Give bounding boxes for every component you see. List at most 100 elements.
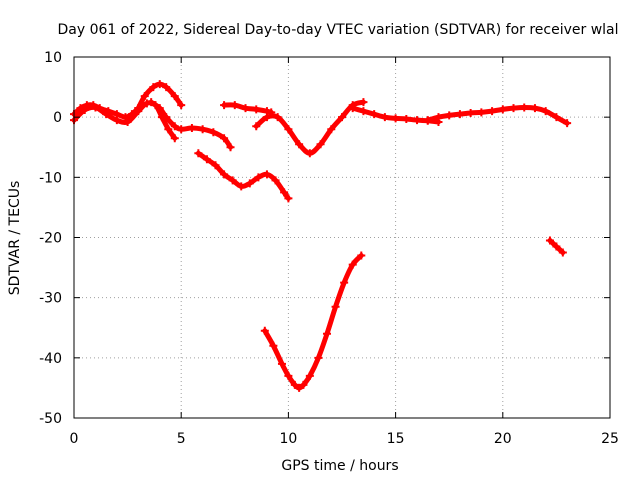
data-point — [338, 113, 346, 122]
data-point — [348, 104, 357, 113]
data-point — [284, 125, 293, 134]
data-point — [202, 155, 211, 164]
data-point — [305, 149, 314, 158]
data-point — [314, 353, 323, 362]
data-point — [277, 359, 286, 368]
data-point — [488, 107, 497, 116]
data-point — [252, 105, 261, 114]
data-point — [498, 105, 507, 114]
data-point — [245, 179, 254, 188]
x-tick-label: 25 — [601, 431, 619, 447]
x-tick-label: 10 — [279, 431, 297, 447]
data-point — [391, 114, 400, 123]
data-point — [170, 122, 179, 131]
data-point — [155, 80, 164, 89]
data-point — [357, 251, 366, 260]
data-point — [413, 116, 422, 125]
series-arc-3 — [134, 80, 186, 113]
data-point — [237, 182, 246, 191]
data-point — [80, 105, 89, 114]
y-tick-label: 0 — [53, 110, 62, 126]
data-point — [102, 110, 111, 119]
y-tick-label: -20 — [39, 231, 62, 247]
data-point — [273, 113, 282, 122]
data-point — [220, 101, 229, 110]
data-point — [228, 176, 237, 185]
x-tick-label: 15 — [387, 431, 405, 447]
series-arc-10 — [260, 251, 366, 392]
data-point — [477, 108, 486, 117]
data-point — [170, 92, 179, 101]
x-tick-label: 20 — [494, 431, 512, 447]
data-point — [164, 125, 173, 134]
data-point — [241, 104, 250, 113]
data-point — [140, 92, 149, 101]
data-point — [170, 134, 179, 143]
series-arc-11 — [545, 236, 567, 257]
data-point — [466, 108, 475, 117]
data-point — [316, 140, 325, 149]
data-point — [552, 242, 561, 251]
data-point — [530, 104, 539, 113]
data-point — [370, 110, 379, 119]
axis-ticks: 0 5 10 15 20 25 10 0 -10 -20 -30 -40 -50 — [39, 50, 619, 447]
data-point — [545, 236, 554, 245]
data-point — [322, 329, 331, 338]
data-point — [563, 119, 572, 128]
data-point — [284, 371, 293, 380]
x-axis-label: GPS time / hours — [281, 458, 398, 474]
data-point — [211, 161, 220, 170]
y-tick-label: -30 — [39, 291, 62, 307]
data-point — [299, 380, 308, 389]
data-point — [123, 117, 132, 126]
series-trace — [148, 99, 234, 150]
data-point — [290, 380, 299, 389]
data-point — [295, 383, 304, 392]
data-point — [284, 194, 293, 203]
y-tick-label: -10 — [39, 170, 62, 186]
data-point — [252, 122, 261, 131]
data-point — [177, 101, 186, 110]
data-point — [254, 173, 263, 182]
series-trace — [195, 150, 291, 201]
x-tick-label: 5 — [177, 431, 186, 447]
data-point — [177, 125, 186, 134]
data-point — [295, 140, 304, 149]
data-point — [162, 113, 171, 122]
data-point — [230, 101, 239, 110]
data-point — [509, 104, 518, 113]
data-series-group — [70, 80, 572, 392]
y-tick-label: -50 — [39, 411, 62, 427]
chart-title: Day 061 of 2022, Sidereal Day-to-day VTE… — [57, 22, 618, 38]
data-point — [220, 134, 229, 143]
data-point — [194, 149, 203, 158]
data-point — [280, 188, 289, 197]
series-arc-4 — [147, 98, 235, 152]
data-point — [340, 278, 349, 287]
data-point — [155, 104, 164, 113]
data-point — [226, 143, 235, 152]
data-point — [209, 128, 218, 137]
data-point — [305, 371, 314, 380]
data-point — [198, 125, 207, 134]
data-point — [149, 83, 158, 92]
data-point — [327, 125, 336, 134]
data-point — [331, 302, 340, 311]
series-arc-9 — [423, 103, 572, 128]
data-point — [269, 341, 278, 350]
data-point — [262, 170, 271, 179]
series-trace — [262, 253, 364, 391]
data-point — [220, 170, 229, 179]
series-arc-7 — [252, 98, 368, 158]
series-arc-5 — [194, 149, 293, 203]
series-trace — [253, 99, 366, 156]
data-point — [541, 107, 550, 116]
data-point — [445, 111, 454, 120]
data-point — [380, 113, 389, 122]
y-tick-label: -40 — [39, 351, 62, 367]
data-point — [552, 113, 561, 122]
y-tick-label: 10 — [44, 50, 62, 66]
data-point — [359, 107, 368, 116]
data-point — [187, 123, 196, 132]
